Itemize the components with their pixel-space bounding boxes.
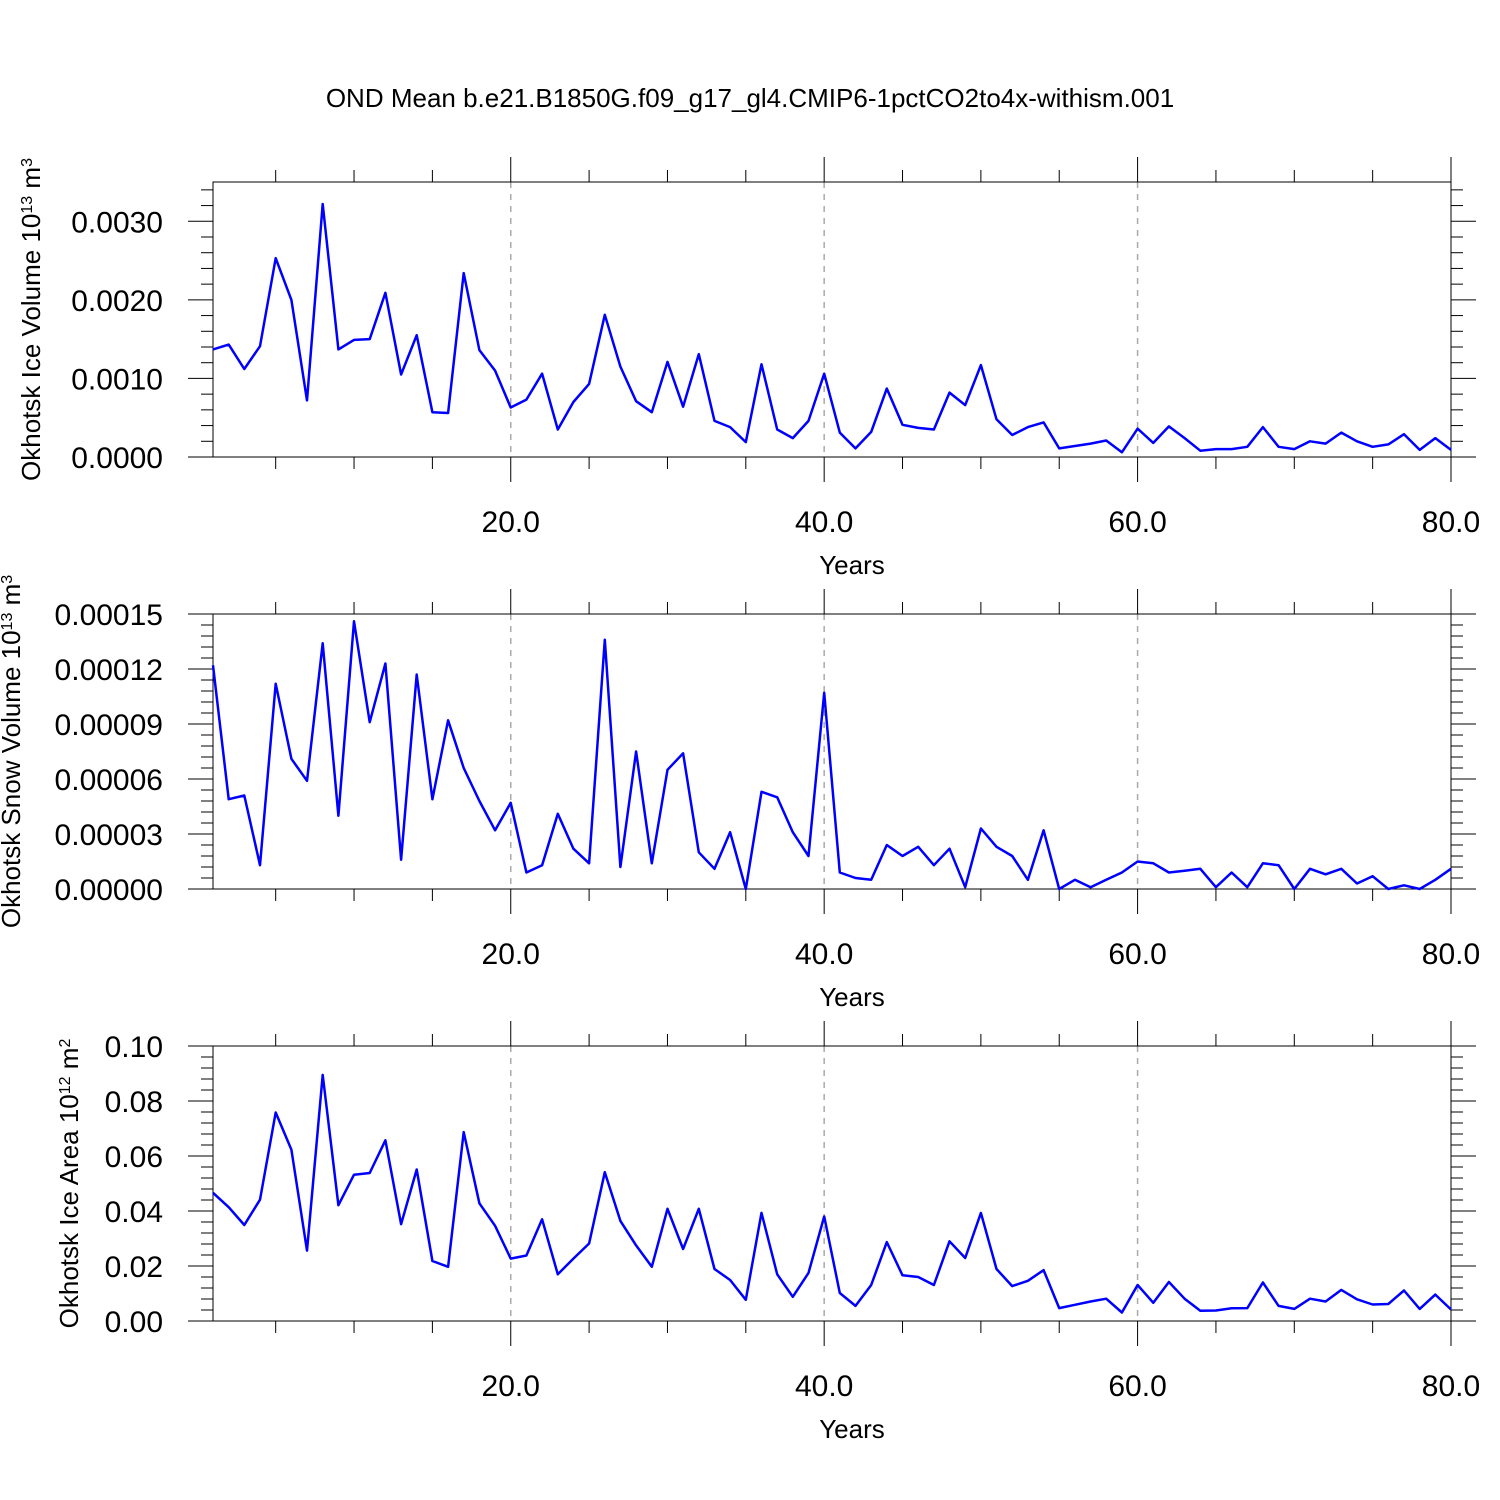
x-tick-label: 60.0 <box>1108 506 1166 539</box>
y-axis-label-exponent: 13 <box>19 196 36 214</box>
x-tick-label: 80.0 <box>1422 1370 1480 1403</box>
x-tick-label: 40.0 <box>795 938 853 971</box>
series-line <box>211 620 1452 891</box>
y-tick-label: 0.02 <box>105 1251 163 1284</box>
x-tick-label: 20.0 <box>482 506 540 539</box>
y-tick-label: 0.00 <box>105 1306 163 1339</box>
y-tick-label: 0.0020 <box>71 285 163 318</box>
y-tick-label: 0.00003 <box>55 819 163 852</box>
panel-ice-volume: 20.0 40.0 60.0 80.0 0.0000 0.0010 0.0020 0.0030… <box>16 157 1480 580</box>
y-tick-label: 0.00006 <box>55 764 163 797</box>
y-tick-label: 0.00012 <box>55 654 163 687</box>
x-tick-label: 20.0 <box>482 938 540 971</box>
y-tick-label: 0.06 <box>105 1141 163 1174</box>
y-axis-label-unit-exponent: 3 <box>19 158 36 167</box>
y-axis-label: Okhotsk Ice Volume 1013 m3 <box>16 158 46 481</box>
y-axis-label-unit-exponent: 2 <box>57 1039 74 1048</box>
y-tick-label: 0.04 <box>105 1196 163 1229</box>
y-tick-label: 0.0000 <box>71 442 163 475</box>
y-axis-label-unit: m <box>16 167 46 196</box>
y-axis-label-prefix: Okhotsk Snow Volume 10 <box>0 630 26 928</box>
x-tick-label: 40.0 <box>795 1370 853 1403</box>
plot-frame <box>212 1045 1452 1322</box>
plot-frame <box>212 181 1452 458</box>
x-tick-label: 60.0 <box>1108 1370 1166 1403</box>
x-tick-label: 40.0 <box>795 506 853 539</box>
y-tick-label: 0.00015 <box>55 599 163 632</box>
x-tick-label: 80.0 <box>1422 938 1480 971</box>
y-tick-label: 0.10 <box>105 1031 163 1064</box>
x-axis-label: Years <box>819 982 885 1012</box>
y-axis-label-unit-exponent: 3 <box>0 575 16 584</box>
x-tick-label: 80.0 <box>1422 506 1480 539</box>
series-line <box>212 1073 1452 1314</box>
y-axis-label-unit: m <box>54 1048 84 1077</box>
x-tick-label: 60.0 <box>1108 938 1166 971</box>
x-tick-label: 20.0 <box>482 1370 540 1403</box>
y-tick-label: 0.0010 <box>71 363 163 396</box>
panel-snow-volume: 20.0 40.0 60.0 80.0 0.00000 0.00003 0.00006 0.0… <box>0 575 1480 1012</box>
y-tick-label: 0.00000 <box>55 874 163 907</box>
y-axis-label-prefix: Okhotsk Ice Volume 10 <box>16 214 46 481</box>
y-axis-label: Okhotsk Ice Area 1012 m2 <box>54 1039 84 1329</box>
chart-title: OND Mean b.e21.B1850G.f09_g17_gl4.CMIP6-… <box>326 83 1174 113</box>
plot-frame <box>212 613 1452 890</box>
y-axis-label-exponent: 13 <box>0 613 16 631</box>
x-axis-label: Years <box>819 1414 885 1444</box>
y-tick-label: 0.08 <box>105 1086 163 1119</box>
y-axis-label-prefix: Okhotsk Ice Area 10 <box>54 1094 84 1328</box>
y-tick-label: 0.0030 <box>71 206 163 239</box>
y-tick-label: 0.00009 <box>55 709 163 742</box>
panel-ice-area: 20.0 40.0 60.0 80.0 0.00 0.02 0.04 0.06 0.08 0.10… <box>54 1021 1480 1444</box>
y-axis-label: Okhotsk Snow Volume 1013 m3 <box>0 575 26 928</box>
series-line <box>212 202 1452 454</box>
y-axis-label-exponent: 12 <box>57 1076 74 1094</box>
y-axis-label-unit: m <box>0 584 26 613</box>
x-axis-label: Years <box>819 550 885 580</box>
